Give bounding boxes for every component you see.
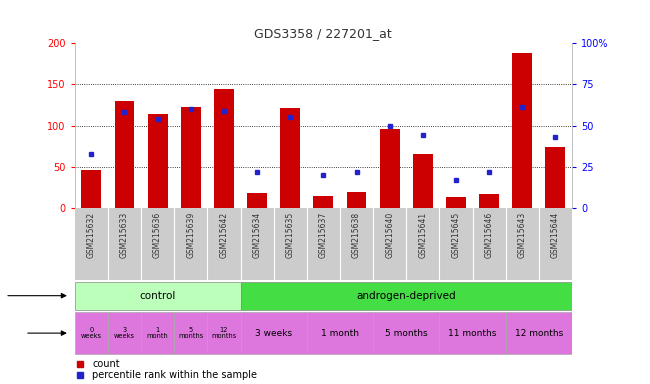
Bar	[380, 129, 400, 208]
FancyBboxPatch shape	[373, 312, 439, 354]
Text: GSM215640: GSM215640	[385, 212, 394, 258]
Text: count: count	[92, 359, 120, 369]
Text: 3
weeks: 3 weeks	[114, 327, 135, 339]
Text: androgen-deprived: androgen-deprived	[356, 291, 456, 301]
Text: control: control	[140, 291, 176, 301]
Text: percentile rank within the sample: percentile rank within the sample	[92, 370, 257, 380]
Text: GSM215646: GSM215646	[485, 212, 493, 258]
Bar	[181, 108, 201, 208]
Text: GSM215641: GSM215641	[419, 212, 427, 258]
FancyBboxPatch shape	[240, 282, 572, 310]
FancyBboxPatch shape	[207, 312, 240, 354]
FancyBboxPatch shape	[174, 312, 207, 354]
Text: 12 months: 12 months	[515, 329, 563, 338]
Bar	[545, 147, 566, 208]
Text: GSM215642: GSM215642	[220, 212, 228, 258]
Text: GSM215633: GSM215633	[120, 212, 129, 258]
Text: 1
month: 1 month	[147, 327, 168, 339]
Bar	[346, 192, 367, 208]
Bar	[479, 194, 499, 208]
Text: 5
months: 5 months	[178, 327, 203, 339]
Bar	[512, 53, 532, 208]
FancyBboxPatch shape	[75, 282, 240, 310]
FancyBboxPatch shape	[75, 312, 108, 354]
Text: GSM215643: GSM215643	[518, 212, 527, 258]
FancyBboxPatch shape	[141, 312, 174, 354]
Text: 1 month: 1 month	[321, 329, 359, 338]
Bar	[280, 108, 300, 208]
Text: GSM215632: GSM215632	[87, 212, 96, 258]
Text: GSM215644: GSM215644	[551, 212, 560, 258]
FancyBboxPatch shape	[108, 312, 141, 354]
Bar	[214, 89, 234, 208]
Bar	[313, 196, 333, 208]
FancyBboxPatch shape	[240, 312, 307, 354]
Text: GSM215636: GSM215636	[153, 212, 162, 258]
Text: GSM215635: GSM215635	[286, 212, 294, 258]
Text: GSM215637: GSM215637	[319, 212, 328, 258]
Text: 3 weeks: 3 weeks	[255, 329, 292, 338]
Text: 11 months: 11 months	[448, 329, 497, 338]
Bar	[81, 170, 101, 208]
Bar	[413, 154, 433, 208]
Text: 12
months: 12 months	[211, 327, 237, 339]
FancyBboxPatch shape	[506, 312, 572, 354]
Bar	[148, 114, 168, 208]
Text: GSM215645: GSM215645	[452, 212, 460, 258]
Title: GDS3358 / 227201_at: GDS3358 / 227201_at	[255, 27, 392, 40]
FancyBboxPatch shape	[307, 312, 373, 354]
Text: 0
weeks: 0 weeks	[81, 327, 102, 339]
Text: GSM215639: GSM215639	[187, 212, 195, 258]
Text: 5 months: 5 months	[385, 329, 428, 338]
Bar	[114, 101, 135, 208]
Text: GSM215638: GSM215638	[352, 212, 361, 258]
FancyBboxPatch shape	[439, 312, 506, 354]
Text: GSM215634: GSM215634	[253, 212, 261, 258]
Bar	[446, 197, 466, 208]
Bar	[247, 193, 267, 208]
